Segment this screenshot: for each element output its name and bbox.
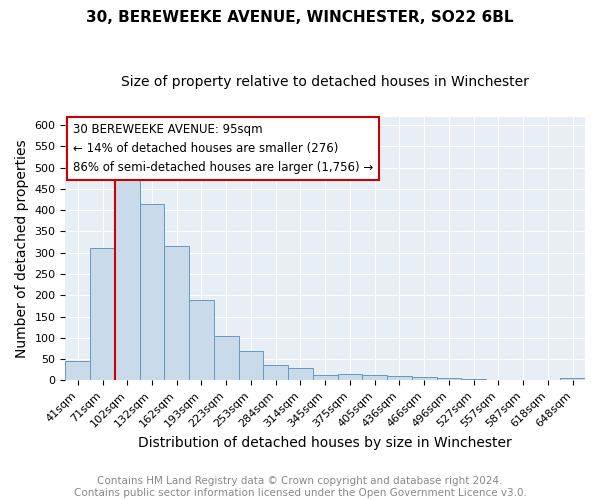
Bar xyxy=(164,246,189,380)
Bar xyxy=(239,350,263,380)
Bar xyxy=(288,368,313,380)
Bar xyxy=(362,375,387,380)
Bar xyxy=(140,204,164,380)
Text: 30 BEREWEEKE AVENUE: 95sqm
← 14% of detached houses are smaller (276)
86% of sem: 30 BEREWEEKE AVENUE: 95sqm ← 14% of deta… xyxy=(73,123,373,174)
Y-axis label: Number of detached properties: Number of detached properties xyxy=(15,139,29,358)
Bar xyxy=(338,374,362,380)
Text: 30, BEREWEEKE AVENUE, WINCHESTER, SO22 6BL: 30, BEREWEEKE AVENUE, WINCHESTER, SO22 6… xyxy=(86,10,514,25)
Bar xyxy=(560,378,585,380)
Bar xyxy=(263,364,288,380)
Bar xyxy=(65,361,90,380)
Bar xyxy=(313,375,338,380)
Bar xyxy=(115,176,140,380)
Bar xyxy=(412,377,437,380)
Text: Contains HM Land Registry data © Crown copyright and database right 2024.
Contai: Contains HM Land Registry data © Crown c… xyxy=(74,476,526,498)
Bar xyxy=(189,300,214,380)
Title: Size of property relative to detached houses in Winchester: Size of property relative to detached ho… xyxy=(121,75,529,89)
Bar xyxy=(214,336,239,380)
Bar xyxy=(437,378,461,380)
Bar xyxy=(461,379,486,380)
X-axis label: Distribution of detached houses by size in Winchester: Distribution of detached houses by size … xyxy=(139,436,512,450)
Bar xyxy=(90,248,115,380)
Bar xyxy=(387,376,412,380)
